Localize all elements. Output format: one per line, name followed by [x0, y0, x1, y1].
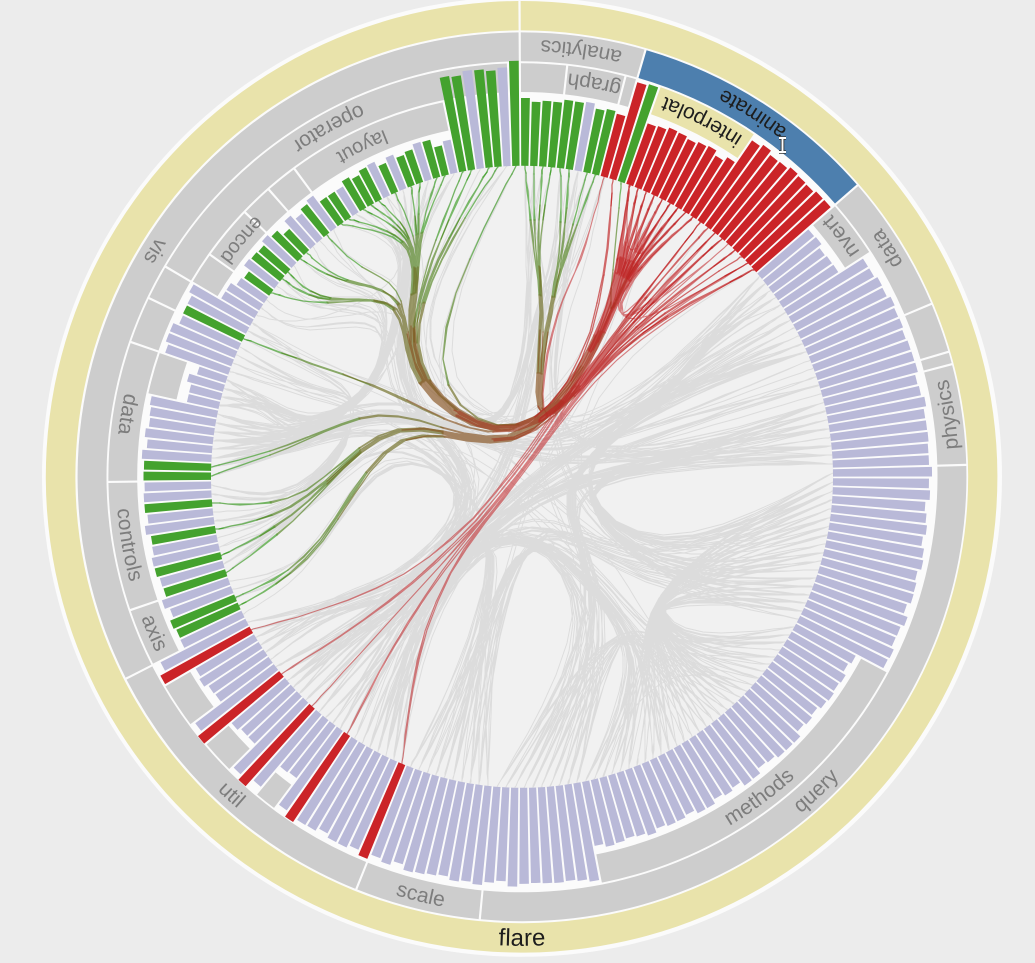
svg-text:flare: flare: [498, 924, 546, 952]
